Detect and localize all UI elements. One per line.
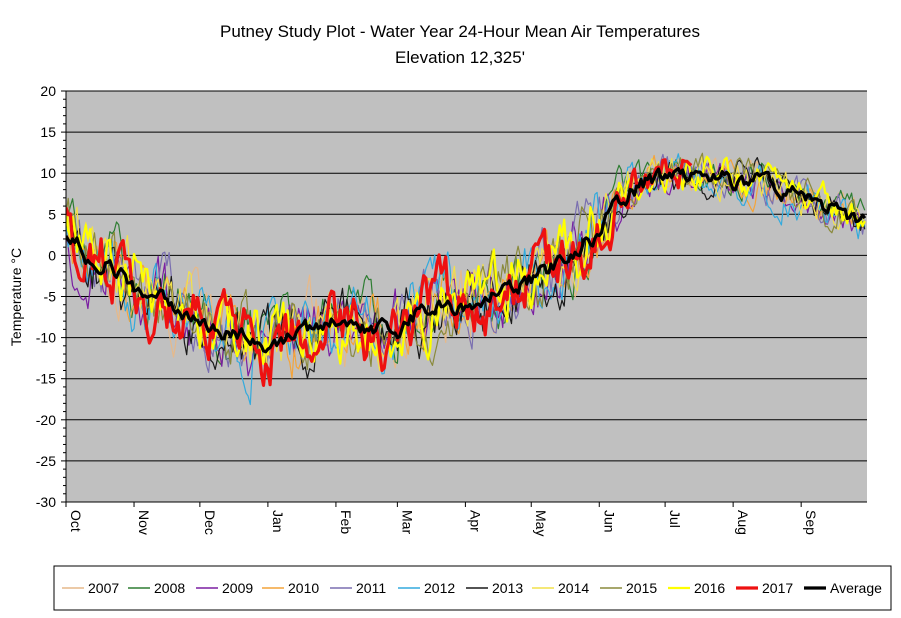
x-tick-label-dec: Dec xyxy=(202,510,218,535)
series-lines xyxy=(66,152,867,406)
legend-label: 2007 xyxy=(88,580,119,596)
series-line-2017 xyxy=(66,158,693,387)
x-tick-label-jan: Jan xyxy=(270,510,286,533)
legend-label: 2014 xyxy=(558,580,589,596)
x-tick-label-sep: Sep xyxy=(803,510,819,535)
chart-subtitle: Elevation 12,325' xyxy=(395,48,525,67)
y-tick-label: -20 xyxy=(36,412,56,428)
chart-title: Putney Study Plot - Water Year 24-Hour M… xyxy=(220,22,700,41)
axes xyxy=(61,90,867,507)
x-tick-label-aug: Aug xyxy=(735,510,751,535)
legend-label: 2017 xyxy=(762,580,793,596)
legend-label: 2016 xyxy=(694,580,725,596)
y-axis-label: Temperature °C xyxy=(8,248,24,346)
legend-item-2012: 2012 xyxy=(398,580,455,596)
legend-item-2014: 2014 xyxy=(532,580,589,596)
legend-item-2016: 2016 xyxy=(668,580,725,596)
x-tick-label-apr: Apr xyxy=(467,510,483,532)
x-tick-label-jun: Jun xyxy=(601,510,617,533)
x-tick-label-nov: Nov xyxy=(136,510,152,535)
y-tick-label: 15 xyxy=(40,124,56,140)
y-tick-label: -10 xyxy=(36,330,56,346)
legend-label: 2013 xyxy=(492,580,523,596)
y-tick-labels: 20 15 10 5 0 -5 -10 -15 -20 -25 -30 xyxy=(36,83,56,510)
legend: 2007 2008 2009 2010 2011 2012 2013 2014 2015 2016… xyxy=(62,580,882,596)
y-tick-label: -15 xyxy=(36,371,56,387)
x-tick-label-mar: Mar xyxy=(399,510,415,534)
legend-item-2013: 2013 xyxy=(466,580,523,596)
y-tick-label: 10 xyxy=(40,165,56,181)
legend-item-2017: 2017 xyxy=(736,580,793,596)
x-tick-label-feb: Feb xyxy=(338,510,354,534)
y-tick-label: 20 xyxy=(40,83,56,99)
legend-label: 2010 xyxy=(288,580,319,596)
legend-label: 2009 xyxy=(222,580,253,596)
legend-label: 2008 xyxy=(154,580,185,596)
y-tick-label: -30 xyxy=(36,494,56,510)
legend-item-2009: 2009 xyxy=(196,580,253,596)
legend-label: 2011 xyxy=(356,580,386,596)
legend-label: 2012 xyxy=(424,580,455,596)
x-tick-label-jul: Jul xyxy=(667,510,683,528)
y-tick-label: -25 xyxy=(36,453,56,469)
x-tick-labels: Oct Nov Dec Jan Feb Mar Apr May Jun Jul Aug Sep xyxy=(68,510,819,536)
legend-item-2008: 2008 xyxy=(128,580,185,596)
y-tick-label: 5 xyxy=(48,206,56,222)
y-tick-label: -5 xyxy=(44,289,57,305)
y-tick-label: 0 xyxy=(48,247,56,263)
legend-item-average: Average xyxy=(804,580,882,596)
gridlines xyxy=(66,90,867,462)
x-tick-label-may: May xyxy=(533,510,549,536)
legend-item-2007: 2007 xyxy=(62,580,119,596)
legend-item-2010: 2010 xyxy=(262,580,319,596)
legend-item-2011: 2011 xyxy=(330,580,386,596)
legend-label: 2015 xyxy=(626,580,657,596)
legend-item-2015: 2015 xyxy=(600,580,657,596)
series-line-average xyxy=(66,167,867,354)
x-tick-label-oct: Oct xyxy=(68,510,84,532)
legend-label: Average xyxy=(830,580,882,596)
